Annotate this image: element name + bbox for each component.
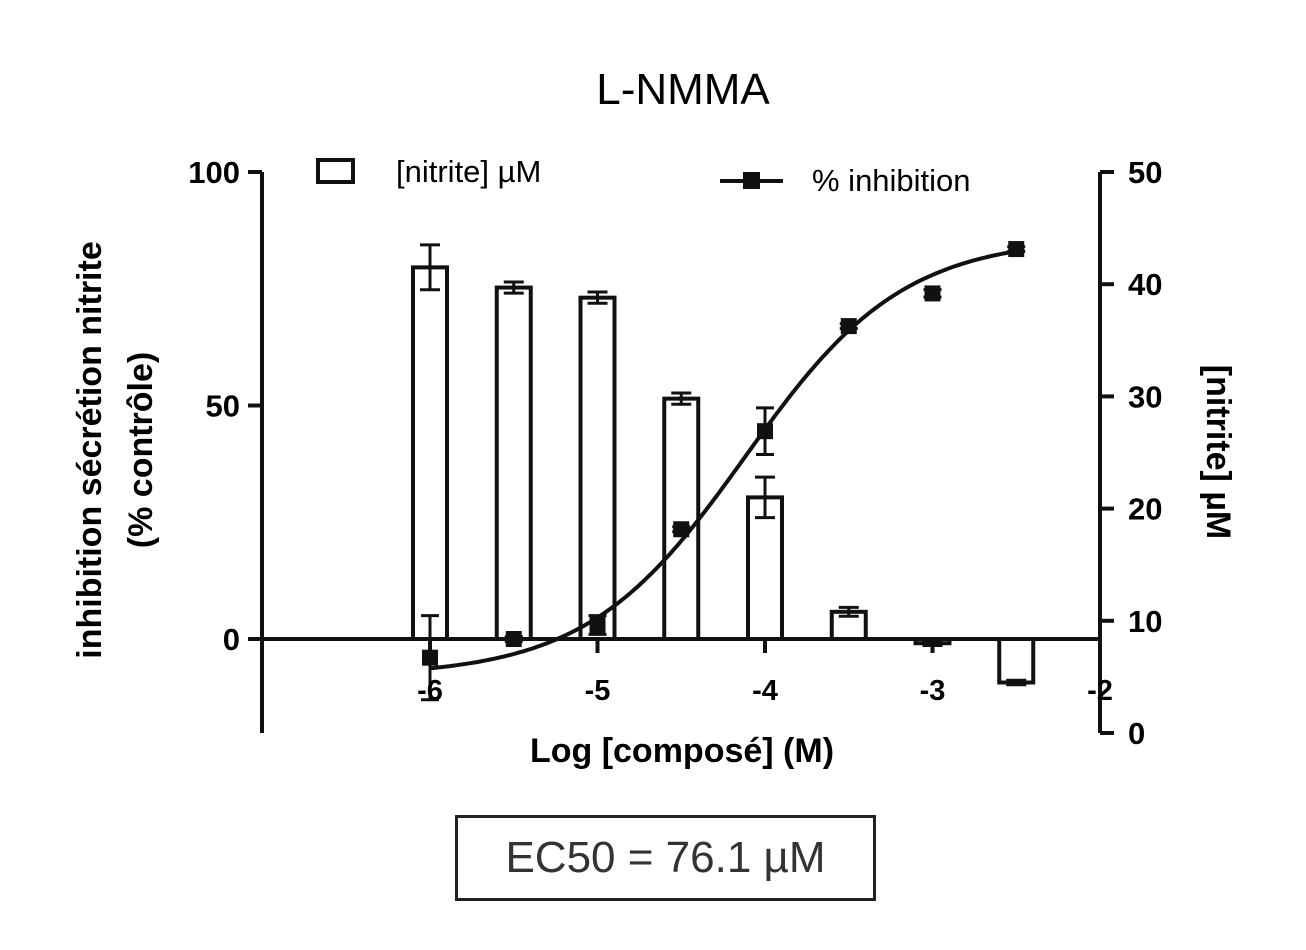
y-right-tick-label: 30 [1128,379,1162,414]
legend-line-marker [743,172,760,189]
x-tick-label: -6 [417,675,443,707]
fit-curve [429,249,1017,671]
data-point [589,616,606,633]
y-left-tick-label: 50 [206,389,240,424]
y-right-tick-label: 50 [1128,155,1162,190]
legend-bar-swatch [316,158,355,184]
x-tick-label: -5 [585,675,611,707]
data-point [1008,241,1025,258]
bar-series [411,265,1036,685]
bar [578,295,617,641]
data-point [924,285,941,302]
y-right-tick-label: 40 [1128,267,1162,302]
bar [662,396,701,642]
x-axis-title: Log [composé] (M) [530,732,834,770]
legend-bar-label: [nitrite] µM [396,154,541,189]
x-tick-label: -2 [1087,675,1113,707]
data-point [505,631,522,647]
bar [494,285,533,641]
y-right-axis-title: [nitrite] µM [1199,365,1237,539]
data-point [840,318,857,335]
y-right-tick-label: 20 [1128,492,1162,527]
y-left-axis-title-line2: (% contrôle) [122,352,160,548]
y-left-tick-label: 100 [188,155,240,190]
y-right-tick-label: 10 [1128,604,1162,639]
data-point [422,649,438,666]
x-tick-label: -4 [752,675,778,707]
ec50-annotation: EC50 = 76.1 µM [455,815,876,901]
bar [997,637,1036,685]
bar-error-bars [420,243,1027,687]
data-point [673,521,690,538]
data-point [757,423,773,440]
point-series [421,241,1026,702]
fit-curve-path [429,249,1017,671]
legend: [nitrite] µM % inhibition [316,154,971,198]
y-right-tick-label: 0 [1128,716,1145,751]
y-left-tick-label: 0 [223,622,240,657]
bar [411,265,449,641]
chart-title: L-NMMA [596,65,770,114]
y-left-axis-title-line1: inhibition sécrétion nitrite [71,241,109,658]
tick-labels: 0 50 100 0 10 20 30 40 50 -6 -5 -4 -3 -2 [188,155,1162,751]
x-tick-label: -3 [920,675,946,707]
legend-line-label: % inhibition [812,163,971,198]
